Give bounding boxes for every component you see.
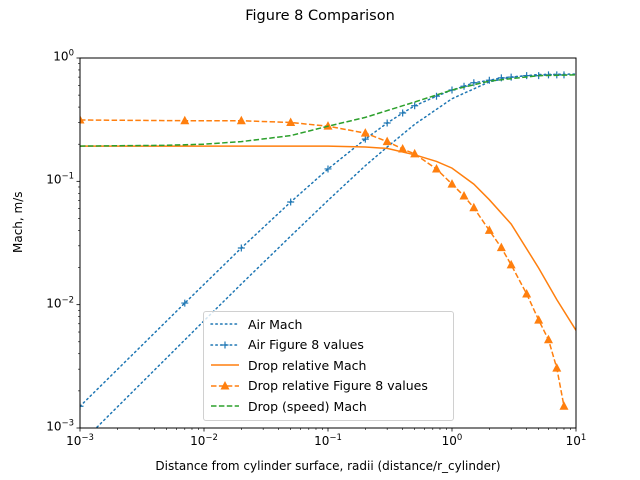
legend-label: Drop relative Figure 8 values [248,378,428,394]
plus-marker [460,82,468,90]
series-group [80,71,576,428]
x-tick-label: 101 [565,433,587,448]
x-tick-label: 100 [441,433,463,448]
plus-marker [361,135,369,143]
x-tick-label: 10−2 [190,433,218,448]
triangle-marker [398,143,408,153]
triangle-marker [80,115,85,124]
plus-marker [411,102,419,110]
legend-label: Air Figure 8 values [248,337,364,353]
triangle-marker [469,202,479,212]
legend-item: Drop relative Figure 8 values [210,376,428,396]
plus-marker [523,72,531,80]
triangle-marker [543,334,553,344]
y-tick-label: 10−1 [46,171,74,187]
y-tick-label: 10−3 [46,418,74,434]
legend-item: Drop (speed) Mach [210,396,367,416]
plus-marker [80,402,84,410]
triangle-marker [459,191,469,200]
triangle-marker [432,163,442,173]
triangle-marker [382,136,392,146]
plus-marker [221,341,229,349]
triangle-marker [360,128,370,137]
triangle-marker [534,315,544,324]
legend-swatch [211,405,239,408]
triangle-marker [410,148,420,158]
triangle-marker [559,401,569,410]
chart-title: Figure 8 Comparison [245,8,395,24]
triangle-marker [552,363,562,372]
plus-marker [287,198,295,206]
series-line-2 [80,145,576,331]
series-line-0 [95,73,576,428]
triangle-marker [484,225,494,234]
plus-marker [399,109,407,117]
x-tick-label: 10−1 [314,433,342,448]
plus-marker [383,119,391,127]
legend-swatch [210,341,240,349]
triangle-marker [506,259,516,269]
x-tick-label: 10−3 [66,433,94,448]
legend-swatch [211,364,239,366]
legend-swatch [211,380,239,390]
triangle-marker [220,380,230,390]
y-tick-label: 10−2 [46,295,74,311]
triangle-marker [522,289,532,298]
legend-label: Air Mach [248,316,303,332]
legend-label: Drop relative Mach [248,357,367,373]
triangle-marker [496,242,506,252]
series-line-4 [80,74,576,147]
legend-label: Drop (speed) Mach [248,398,367,414]
legend: Air Mach Air Figure 8 values Drop relative… [203,311,454,421]
legend-swatch [210,323,240,325]
y-axis-label-text: Mach, m/s [11,191,25,253]
y-axis-label: Mach, m/s [11,191,25,253]
triangle-marker [236,115,246,125]
plus-marker [507,73,515,81]
legend-item: Drop relative Mach [210,355,366,375]
plus-marker [470,79,478,87]
triangle-marker [447,179,457,188]
plus-marker [237,244,245,252]
plus-marker [181,299,189,307]
y-tick-label: 100 [53,48,74,64]
x-axis-label: Distance from cylinder surface, radii (d… [155,459,501,473]
plus-marker [324,165,332,173]
legend-item: Air Mach [210,314,302,334]
legend-item: Air Figure 8 values [210,335,364,355]
triangle-marker [286,117,296,126]
triangle-marker [180,115,190,125]
